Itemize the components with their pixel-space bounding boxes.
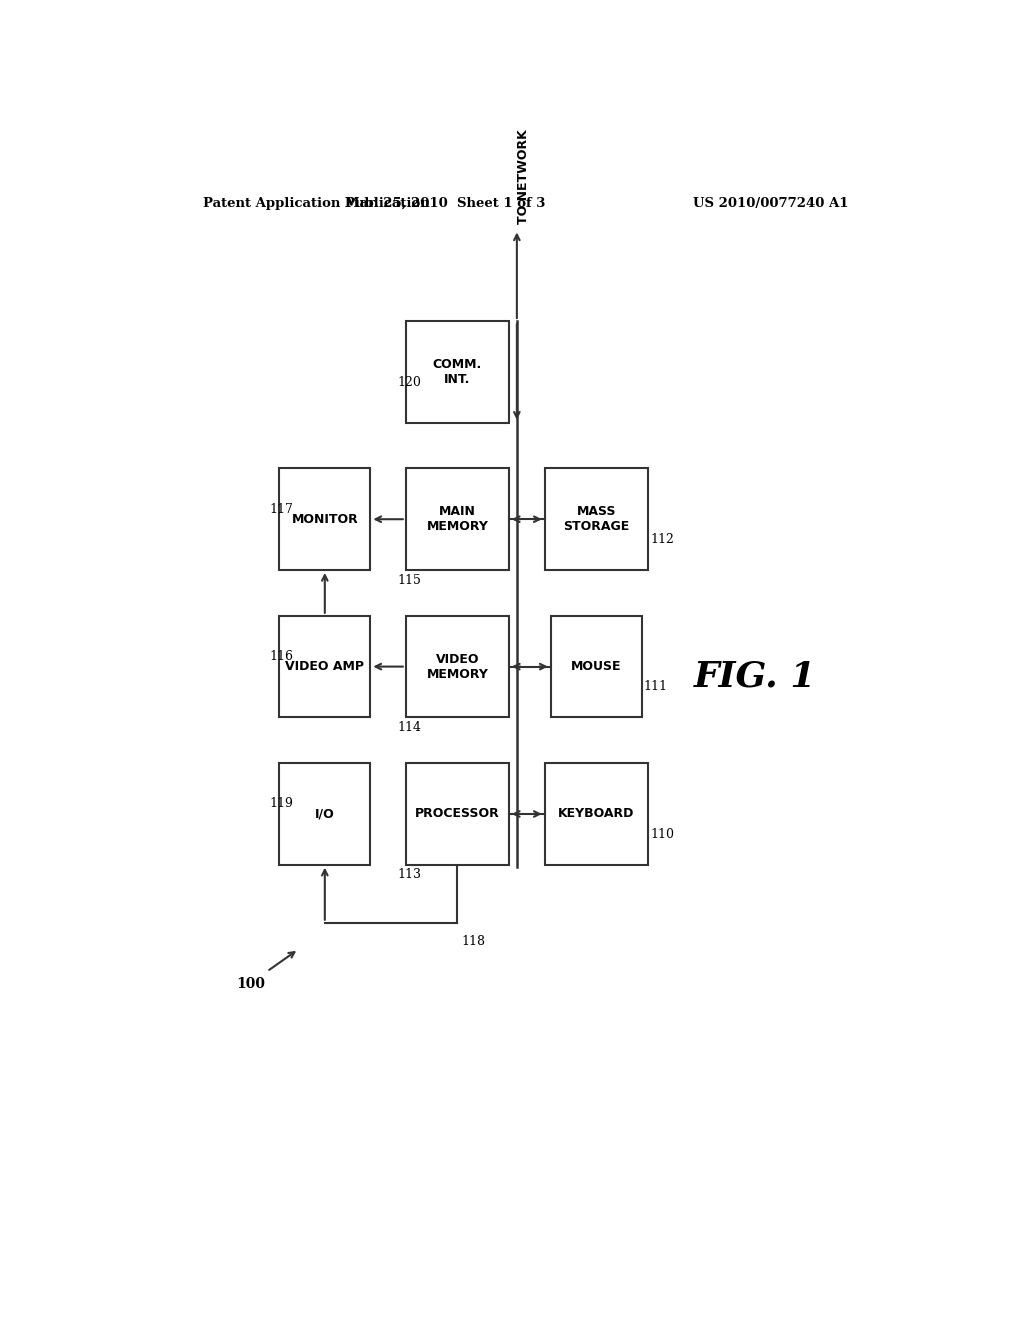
Text: VIDEO AMP: VIDEO AMP (286, 660, 365, 673)
Bar (406, 321, 509, 422)
Text: 113: 113 (397, 869, 422, 882)
Text: US 2010/0077240 A1: US 2010/0077240 A1 (693, 197, 849, 210)
Text: I/O: I/O (315, 808, 335, 821)
Bar (545, 763, 648, 865)
Bar (280, 763, 371, 865)
Text: 111: 111 (644, 680, 668, 693)
Text: KEYBOARD: KEYBOARD (558, 808, 635, 821)
Text: MOUSE: MOUSE (571, 660, 622, 673)
Text: FIG. 1: FIG. 1 (693, 660, 816, 694)
Text: 112: 112 (650, 533, 674, 546)
Text: 114: 114 (397, 721, 422, 734)
Bar (545, 469, 648, 570)
Bar (280, 469, 371, 570)
Text: MASS
STORAGE: MASS STORAGE (563, 506, 630, 533)
Text: Mar. 25, 2010  Sheet 1 of 3: Mar. 25, 2010 Sheet 1 of 3 (345, 197, 546, 210)
Bar (551, 615, 642, 718)
Text: Patent Application Publication: Patent Application Publication (204, 197, 430, 210)
Text: 118: 118 (461, 935, 485, 948)
Text: 117: 117 (269, 503, 293, 516)
Text: 120: 120 (397, 375, 422, 388)
Text: 100: 100 (237, 977, 265, 991)
Text: TO NETWORK: TO NETWORK (517, 129, 529, 224)
Text: 119: 119 (269, 797, 293, 810)
Text: MONITOR: MONITOR (292, 512, 358, 525)
Bar (406, 469, 509, 570)
Text: PROCESSOR: PROCESSOR (415, 808, 500, 821)
Text: COMM.
INT.: COMM. INT. (433, 358, 482, 385)
Bar (406, 615, 509, 718)
Bar (406, 763, 509, 865)
Text: 115: 115 (397, 574, 422, 586)
Text: 110: 110 (650, 828, 674, 841)
Text: VIDEO
MEMORY: VIDEO MEMORY (426, 652, 488, 681)
Text: MAIN
MEMORY: MAIN MEMORY (426, 506, 488, 533)
Bar (280, 615, 371, 718)
Text: 116: 116 (269, 649, 293, 663)
